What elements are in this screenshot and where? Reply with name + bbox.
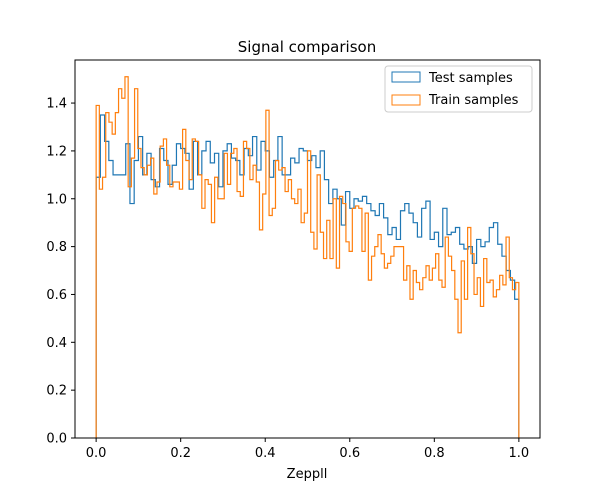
legend: Test samples Train samples [384,65,533,113]
chart-title: Signal comparison [238,38,376,56]
series-test-step-line [95,114,520,438]
x-tick-label: 0.2 [170,446,191,461]
plot-frame [74,59,541,439]
x-tick-label: 0.8 [424,446,445,461]
x-tick-label: 0.4 [255,446,276,461]
y-tick-label: 1.4 [46,97,67,112]
legend-swatch-train [391,94,421,106]
legend-label-train: Train samples [428,93,519,108]
x-axis-label: Zeppll [287,467,328,482]
legend-swatch-test [391,71,421,83]
y-tick-label: 0.6 [46,288,67,303]
y-tick-label: 1.0 [46,192,67,207]
legend-box [384,65,533,113]
y-tick-label: 0.2 [46,384,67,399]
y-tick-label: 0.8 [46,240,67,255]
series-train-step-line [95,76,520,438]
x-tick-label: 1.0 [509,446,530,461]
plot-area [95,76,520,438]
y-tick-label: 0.4 [46,336,67,351]
legend-label-test: Test samples [428,71,513,86]
x-axis-ticks: 0.0 0.2 0.4 0.6 0.8 1.0 [86,438,529,461]
x-tick-label: 0.6 [339,446,360,461]
y-tick-label: 1.2 [46,144,67,159]
y-tick-label: 0.0 [46,432,67,447]
y-axis-ticks: 0.0 0.2 0.4 0.6 0.8 1.0 1.2 1.4 [46,97,75,447]
x-tick-label: 0.0 [86,446,107,461]
